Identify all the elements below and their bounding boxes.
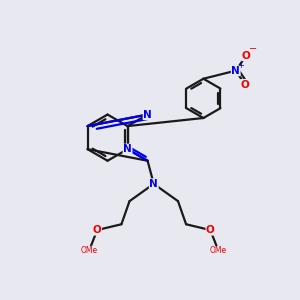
Text: O: O <box>206 225 215 235</box>
Text: O: O <box>241 80 249 89</box>
Text: N: N <box>123 144 132 154</box>
Text: N: N <box>149 179 158 189</box>
Text: OMe: OMe <box>210 246 227 255</box>
Text: O: O <box>242 51 250 61</box>
Text: OMe: OMe <box>80 246 98 255</box>
Text: N: N <box>143 110 152 119</box>
Text: +: + <box>237 61 244 70</box>
Text: −: − <box>249 44 257 54</box>
Text: N: N <box>231 66 240 76</box>
Text: O: O <box>93 225 101 235</box>
